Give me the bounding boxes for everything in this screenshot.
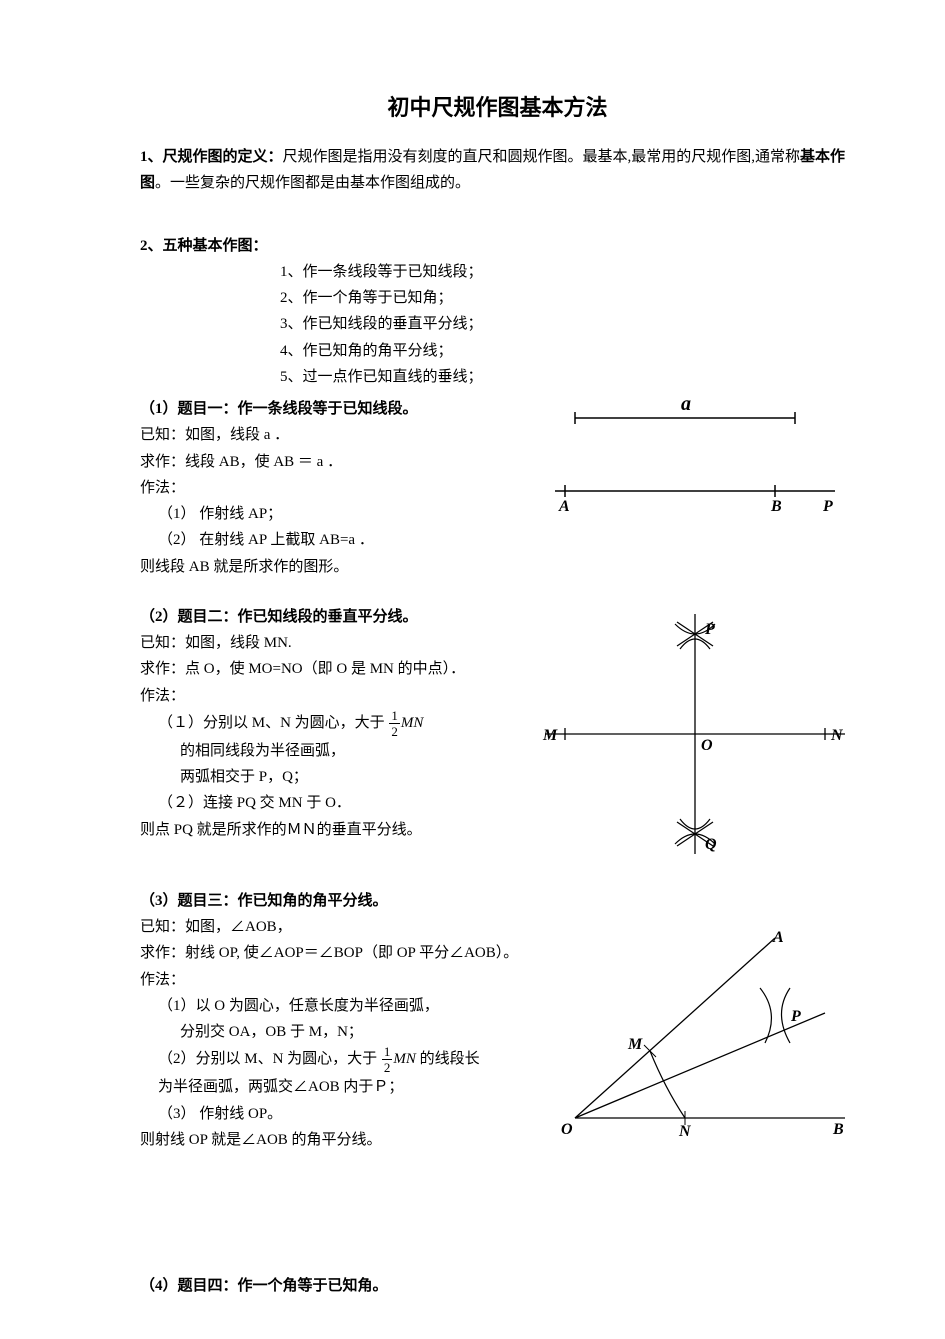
q3-frac-mn: MN <box>393 1051 416 1067</box>
def-tail: 。一些复杂的尺规作图都是由基本作图组成的。 <box>155 175 470 191</box>
five-label: 2、五种基本作图： <box>140 233 855 259</box>
q1-method-label: 作法： <box>140 475 535 501</box>
svg-text:M: M <box>627 1036 643 1053</box>
q2-step-1: （１）分别以 M、N 为圆心，大于 12MN <box>140 709 535 738</box>
question-1-block: （1）题目一：作一条线段等于已知线段。 已知：如图，线段 a ． 求作：线段 A… <box>140 396 855 580</box>
q1-step-2: （2） 在射线 AP 上截取 AB=a ． <box>140 527 535 553</box>
five-item-3: 3、作已知线段的垂直平分线； <box>140 311 855 337</box>
q3-s2b: 的线段长 <box>420 1051 480 1067</box>
five-item-4: 4、作已知角的角平分线； <box>140 338 855 364</box>
q2-step-2: （２）连接 PQ 交 MN 于 O． <box>140 790 535 816</box>
q2-want: 求作：点 O，使 MO=NO（即 O 是 MN 的中点）． <box>140 656 535 682</box>
q2-s1b: 的相同线段为半径画弧， <box>140 738 535 764</box>
svg-text:P: P <box>790 1008 801 1025</box>
q3-conclusion: 则射线 OP 就是∠AOB 的角平分线。 <box>140 1127 555 1153</box>
q1-known: 已知：如图，线段 a ． <box>140 422 535 448</box>
svg-text:a: a <box>681 396 691 415</box>
fraction-half-mn: 12 <box>389 709 400 738</box>
q1-step-1: （1） 作射线 AP； <box>140 501 535 527</box>
q3-s2c: 为半径画弧，两弧交∠AOB 内于Ｐ； <box>140 1074 555 1100</box>
fraction-half-mn-2: 12 <box>382 1045 393 1074</box>
q2-s1a: （１）分别以 M、N 为圆心，大于 <box>158 715 385 731</box>
q3-step-3: （3） 作射线 OP。 <box>140 1101 555 1127</box>
q2-known: 已知：如图，线段 MN. <box>140 630 535 656</box>
definition-paragraph: 1、尺规作图的定义：尺规作图是指用没有刻度的直尺和圆规作图。最基本,最常用的尺规… <box>140 144 855 197</box>
five-item-1: 1、作一条线段等于已知线段； <box>140 259 855 285</box>
figure-segment-a: a A B P <box>535 396 855 526</box>
svg-text:Q: Q <box>705 836 717 853</box>
q3-heading: （3）题目三：作已知角的角平分线。 <box>140 888 555 914</box>
svg-text:M: M <box>542 727 558 744</box>
svg-text:N: N <box>830 727 844 744</box>
svg-text:O: O <box>561 1121 573 1138</box>
q1-conclusion: 则线段 AB 就是所求作的图形。 <box>140 554 535 580</box>
q3-step-1b: 分别交 OA，OB 于 M，N； <box>140 1019 555 1045</box>
q3-want: 求作：射线 OP, 使∠AOP＝∠BOP（即 OP 平分∠AOB）。 <box>140 940 555 966</box>
q3-known: 已知：如图，∠AOB， <box>140 914 555 940</box>
q2-s1c: 两弧相交于 P，Q； <box>140 764 535 790</box>
document-page: 初中尺规作图基本方法 1、尺规作图的定义：尺规作图是指用没有刻度的直尺和圆规作图… <box>0 0 945 1339</box>
q1-want: 求作：线段 AB，使 AB ＝ a ． <box>140 449 535 475</box>
q2-figure: M N O P Q <box>535 604 855 864</box>
q3-method-label: 作法： <box>140 967 555 993</box>
svg-text:N: N <box>678 1123 692 1138</box>
q3-s2a: （2）分别以 M、N 为圆心，大于 <box>158 1051 377 1067</box>
five-item-2: 2、作一个角等于已知角； <box>140 285 855 311</box>
q3-step-2: （2）分别以 M、N 为圆心，大于 12MN 的线段长 <box>140 1045 555 1074</box>
q1-figure: a A B P <box>535 396 855 526</box>
q2-frac-mn: MN <box>401 715 424 731</box>
q1-heading: （1）题目一：作一条线段等于已知线段。 <box>140 396 535 422</box>
svg-text:B: B <box>770 498 782 515</box>
svg-text:B: B <box>832 1121 844 1138</box>
page-title: 初中尺规作图基本方法 <box>140 90 855 122</box>
def-text-1: 尺规作图是指用没有刻度的直尺和圆规作图。最基本,最常用的尺规作图,通常称 <box>283 149 801 165</box>
question-3-block: （3）题目三：作已知角的角平分线。 已知：如图，∠AOB， 求作：射线 OP, … <box>140 888 855 1153</box>
q3-step-1a: （1）以 O 为圆心，任意长度为半径画弧， <box>140 993 555 1019</box>
svg-text:A: A <box>772 929 784 946</box>
figure-perp-bisector: M N O P Q <box>535 604 855 864</box>
svg-text:O: O <box>701 737 713 754</box>
question-2-block: （2）题目二：作已知线段的垂直平分线。 已知：如图，线段 MN. 求作：点 O，… <box>140 604 855 864</box>
five-item-5: 5、过一点作已知直线的垂线； <box>140 364 855 390</box>
svg-text:P: P <box>704 621 715 638</box>
q4-heading: （4）题目四：作一个角等于已知角。 <box>140 1273 855 1299</box>
svg-text:A: A <box>558 498 570 515</box>
svg-text:P: P <box>822 498 833 515</box>
q2-heading: （2）题目二：作已知线段的垂直平分线。 <box>140 604 535 630</box>
q3-figure: O A B M N P <box>555 888 855 1138</box>
q2-conclusion: 则点 PQ 就是所求作的ＭＮ的垂直平分线。 <box>140 817 535 843</box>
figure-angle-bisector: O A B M N P <box>555 918 855 1138</box>
q2-method-label: 作法： <box>140 683 535 709</box>
def-label: 1、尺规作图的定义： <box>140 149 283 165</box>
